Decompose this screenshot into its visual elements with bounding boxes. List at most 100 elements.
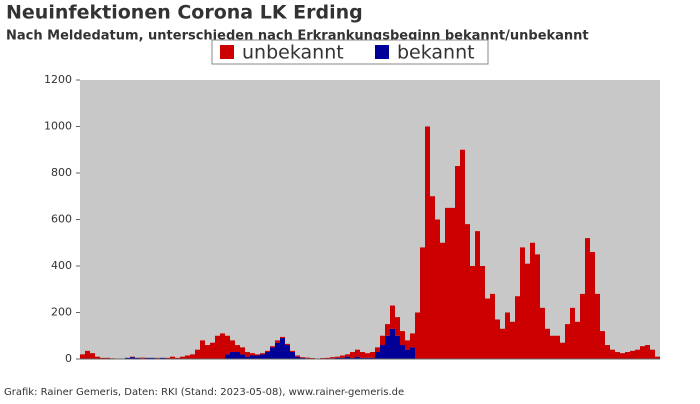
bar-segment — [390, 329, 395, 359]
footer: Grafik: Rainer Gemeris, Daten: RKI (Stan… — [4, 387, 404, 398]
bar-segment — [595, 294, 600, 359]
legend-swatch — [375, 45, 389, 59]
bar-segment — [265, 351, 270, 352]
bar-segment — [585, 238, 590, 359]
bar-segment — [550, 336, 555, 359]
bar-segment — [280, 338, 285, 359]
bar-segment — [185, 356, 190, 359]
bar-segment — [530, 243, 535, 359]
bar-segment — [200, 340, 205, 359]
bar-segment — [285, 344, 290, 345]
bar-segment — [520, 247, 525, 359]
bar-segment — [215, 336, 220, 359]
bar-segment — [575, 322, 580, 359]
bar-segment — [625, 352, 630, 359]
bar-segment — [555, 336, 560, 359]
bar-segment — [405, 350, 410, 359]
bar-segment — [295, 356, 300, 357]
bar-segment — [405, 340, 410, 349]
bar-segment — [270, 346, 275, 347]
chart-title: Neuinfektionen Corona LK Erding — [6, 2, 363, 24]
y-tick-label: 1200 — [44, 73, 72, 86]
bar-segment — [255, 356, 260, 359]
bar-segment — [570, 308, 575, 359]
bar-segment — [430, 196, 435, 359]
bar-segment — [440, 243, 445, 359]
bar-segment — [450, 208, 455, 359]
bar-segment — [420, 247, 425, 359]
bar-segment — [635, 350, 640, 359]
bar-segment — [485, 299, 490, 359]
bar-segment — [260, 353, 265, 354]
bar-segment — [510, 322, 515, 359]
bar-segment — [630, 351, 635, 359]
bar-segment — [205, 345, 210, 359]
bar-segment — [370, 352, 375, 358]
bar-segment — [505, 313, 510, 360]
bar-segment — [375, 352, 380, 359]
bar-segment — [85, 351, 90, 359]
bar-segment — [230, 352, 235, 359]
bar-segment — [535, 254, 540, 359]
legend-swatch — [220, 45, 234, 59]
bar-segment — [400, 331, 405, 345]
y-tick-label: 800 — [51, 166, 72, 179]
bar-segment — [425, 127, 430, 360]
bar-segment — [365, 353, 370, 358]
bar-segment — [495, 319, 500, 359]
bar-segment — [330, 357, 335, 358]
y-tick-label: 1000 — [44, 120, 72, 133]
y-tick-label: 0 — [65, 352, 72, 365]
bar-segment — [290, 352, 295, 359]
bar-segment — [385, 324, 390, 336]
bar-segment — [345, 354, 350, 356]
bar-segment — [340, 356, 345, 358]
bar-segment — [260, 354, 265, 359]
bar-segment — [380, 336, 385, 345]
bar-segment — [605, 345, 610, 359]
bar-segment — [400, 345, 405, 359]
bar-segment — [375, 347, 380, 352]
bar-segment — [415, 313, 420, 360]
bar-segment — [235, 345, 240, 352]
bar-segment — [540, 308, 545, 359]
bar-segment — [195, 350, 200, 359]
bar-segment — [165, 358, 170, 359]
bar-segment — [390, 306, 395, 329]
bar-segment — [300, 357, 305, 358]
bar-segment — [250, 356, 255, 359]
bar-segment — [590, 252, 595, 359]
bar-segment — [210, 343, 215, 359]
bar-segment — [285, 345, 290, 359]
bar-segment — [190, 354, 195, 359]
bar-segment — [615, 352, 620, 359]
bar-segment — [435, 220, 440, 360]
bar-segment — [275, 340, 280, 342]
bar-segment — [275, 343, 280, 359]
bar-segment — [230, 340, 235, 352]
bar-segment — [225, 354, 230, 359]
y-tick-label: 600 — [51, 213, 72, 226]
bar-segment — [580, 294, 585, 359]
bar-segment — [255, 354, 260, 355]
bar-segment — [525, 264, 530, 359]
y-tick-label: 200 — [51, 306, 72, 319]
bar-segment — [650, 350, 655, 359]
bar-segment — [220, 333, 225, 359]
bar-segment — [410, 333, 415, 347]
bar-segment — [305, 358, 310, 359]
bar-segment — [240, 347, 245, 354]
bar-segment — [355, 350, 360, 357]
legend-label: unbekannt — [242, 42, 344, 64]
bar-segment — [140, 358, 145, 359]
bar-segment — [350, 352, 355, 358]
bar-segment — [640, 346, 645, 359]
bar-segment — [225, 336, 230, 355]
bar-segment — [470, 266, 475, 359]
bar-segment — [380, 345, 385, 359]
bar-segment — [235, 352, 240, 359]
bar-segment — [515, 296, 520, 359]
bar-segment — [80, 354, 85, 359]
bar-segment — [240, 354, 245, 359]
